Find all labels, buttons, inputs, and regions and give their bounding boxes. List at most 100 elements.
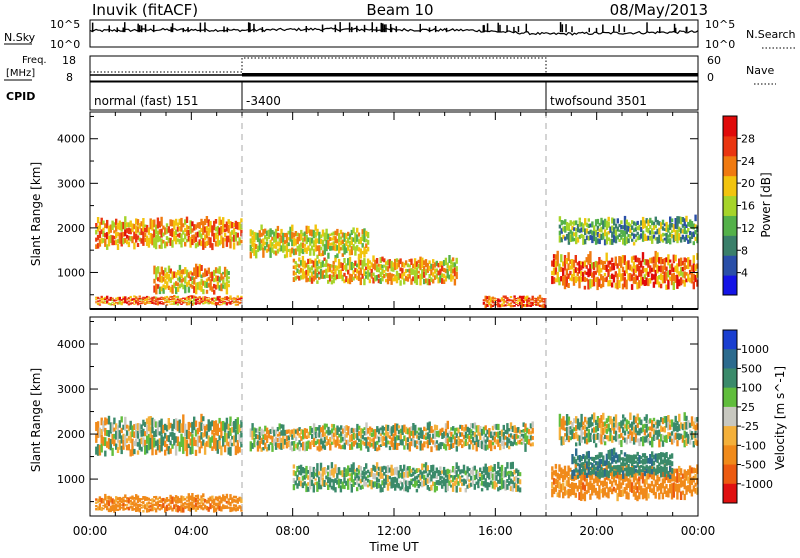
velocity-cell (417, 474, 420, 478)
velocity-cell (667, 415, 670, 422)
velocity-cell (426, 485, 429, 490)
velocity-cell (687, 433, 690, 444)
power-cell (175, 272, 178, 278)
velocity-cell (674, 415, 677, 423)
power-cell (195, 282, 198, 295)
power-cell (136, 226, 140, 233)
power-cell (176, 282, 180, 287)
velocity-cell (368, 479, 372, 487)
velocity-cell (343, 434, 346, 442)
velocity-cell (640, 437, 643, 442)
power-cell (430, 269, 433, 276)
velocity-cell (392, 425, 395, 433)
power-cell (178, 270, 182, 277)
velocity-cell (203, 504, 207, 509)
power-cell (127, 222, 131, 228)
power-cell (223, 301, 227, 303)
velocity-cell (278, 431, 281, 437)
velocity-cell (670, 467, 674, 474)
velocity-cell (611, 435, 614, 443)
velocity-cell (397, 430, 401, 435)
power-cell (645, 225, 648, 233)
velocity-cell (404, 480, 408, 492)
velocity-cell (640, 470, 643, 480)
power-cell (116, 239, 120, 244)
power-cell (298, 275, 301, 281)
velocity-cell (669, 474, 672, 479)
velocity-cell (131, 501, 134, 506)
power-cell (598, 222, 601, 227)
power-cell (145, 295, 149, 298)
power-cell (265, 249, 269, 253)
velocity-cell (598, 418, 601, 428)
power-cell (632, 277, 636, 284)
velocity-cell (107, 500, 111, 506)
power-cell (164, 227, 167, 235)
velocity-cell (367, 441, 370, 446)
power-cell (600, 259, 603, 265)
velocity-cell (330, 478, 334, 483)
velocity-cell (136, 442, 140, 447)
velocity-cell (439, 480, 442, 486)
velocity-cell (605, 453, 609, 466)
velocity-cell (651, 451, 654, 458)
velocity-cell (647, 493, 650, 499)
power-cell (138, 297, 141, 300)
power-cell (357, 232, 361, 237)
power-cell (622, 230, 625, 237)
power-cell (138, 300, 141, 303)
power-cell (202, 302, 205, 305)
power-cell (572, 259, 576, 268)
velocity-cell (357, 483, 361, 487)
velocity-cell (374, 481, 377, 487)
velocity-cell (338, 439, 341, 443)
power-cell (591, 262, 594, 269)
power-cell (614, 223, 618, 229)
velocity-cell (301, 467, 305, 474)
power-cell (218, 216, 221, 226)
velocity-cell (681, 480, 685, 487)
velocity-cell (255, 433, 258, 440)
velocity-cell (334, 478, 337, 483)
power-cell (630, 274, 634, 281)
power-cell (573, 232, 576, 237)
velocity-cell (321, 477, 324, 487)
power-cell (178, 301, 181, 304)
velocity-cell (149, 508, 152, 512)
power-cell (347, 258, 350, 266)
power-cell (417, 275, 420, 279)
velocity-cell (207, 497, 210, 504)
power-cell (610, 282, 614, 288)
power-cell (683, 218, 686, 227)
power-cell (620, 234, 623, 240)
power-cell (625, 279, 628, 290)
power-cell (307, 237, 310, 243)
power-cell (667, 234, 670, 238)
velocity-cell (390, 477, 393, 489)
velocity-cell (665, 452, 668, 459)
velocity-cell (412, 430, 415, 439)
power-cell (334, 257, 337, 263)
velocity-cell (573, 427, 576, 432)
velocity-cell (694, 438, 697, 446)
velocity-cell (694, 473, 697, 480)
velocity-cell (100, 434, 103, 444)
velocity-cell (388, 475, 391, 480)
power-cell (377, 263, 381, 267)
power-cell (124, 299, 127, 304)
velocity-cell (645, 464, 648, 469)
velocity-cell (316, 446, 319, 451)
velocity-cell (475, 425, 478, 433)
power-cell (656, 264, 659, 274)
velocity-cell (340, 425, 343, 430)
power-cell (182, 277, 185, 282)
power-cell (343, 232, 346, 242)
velocity-cell (278, 442, 281, 450)
power-cell (600, 283, 603, 289)
power-cell (196, 231, 200, 238)
power-cell (582, 234, 585, 245)
power-cell (552, 259, 556, 267)
velocity-cell (397, 470, 400, 479)
power-cell (634, 222, 638, 227)
power-cell (352, 244, 355, 251)
